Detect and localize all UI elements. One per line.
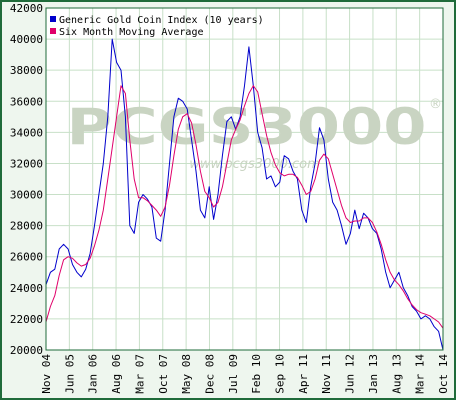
legend-label-gold-index: Generic Gold Coin Index (10 years)	[59, 15, 264, 26]
x-axis: Nov 04 Jun 05 Jan 06 Aug 06 Mar 07 Oct 07 May …	[40, 354, 450, 394]
y-tick-label: 26000	[10, 251, 43, 264]
x-tick-label: Aug 06	[110, 354, 123, 394]
x-tick-label: Sep 10	[274, 354, 287, 394]
x-tick-label: Nov 11	[320, 354, 333, 394]
series-line-moving-average	[45, 85, 444, 329]
x-tick-label: Jun 05	[63, 354, 76, 394]
y-axis: 20000 22000 24000 26000 28000 30000 32000 34000…	[10, 2, 43, 357]
x-tick-label: Oct 07	[157, 354, 170, 394]
y-tick-label: 34000	[10, 126, 43, 139]
x-tick-label: Dec 08	[203, 354, 216, 394]
x-tick-label: Feb 10	[250, 354, 263, 394]
y-tick-label: 32000	[10, 157, 43, 170]
x-tick-label: Nov 04	[40, 354, 53, 394]
y-tick-label: 38000	[10, 64, 43, 77]
y-tick-label: 42000	[10, 2, 43, 15]
plot-border	[45, 7, 444, 351]
watermark-registered-mark: ®	[429, 97, 442, 112]
plot-area	[46, 8, 443, 350]
x-tick-label: Jan 13	[367, 354, 380, 394]
x-tick-label: Oct 14	[437, 354, 450, 394]
watermark-url: www.pcgs3000.com	[189, 157, 320, 172]
x-tick-label: Apr 11	[297, 354, 310, 394]
x-tick-label: Mar 14	[414, 354, 427, 394]
legend-swatch-gold-index	[50, 16, 56, 22]
x-tick-label: Jul 09	[227, 354, 240, 394]
x-tick-label: Aug 13	[390, 354, 403, 394]
series-line-gold-index	[45, 38, 444, 351]
y-tick-label: 40000	[10, 33, 43, 46]
series-layer	[45, 38, 444, 351]
y-tick-label: 30000	[10, 189, 43, 202]
legend-swatch-moving-average	[50, 28, 56, 34]
watermark-logo: PCGS3000	[67, 98, 427, 156]
x-tick-label: Mar 07	[133, 354, 146, 394]
y-tick-label: 24000	[10, 282, 43, 295]
legend-label-moving-average: Six Month Moving Average	[59, 27, 204, 38]
x-tick-label: Jan 06	[87, 354, 100, 394]
y-tick-label: 20000	[10, 344, 43, 357]
y-tick-label: 28000	[10, 220, 43, 233]
x-tick-label: Jun 12	[344, 354, 357, 394]
y-tick-label: 22000	[10, 313, 43, 326]
x-tick-label: May 08	[180, 354, 193, 394]
y-tick-label: 36000	[10, 95, 43, 108]
legend: Generic Gold Coin Index (10 years) Six M…	[50, 15, 264, 38]
